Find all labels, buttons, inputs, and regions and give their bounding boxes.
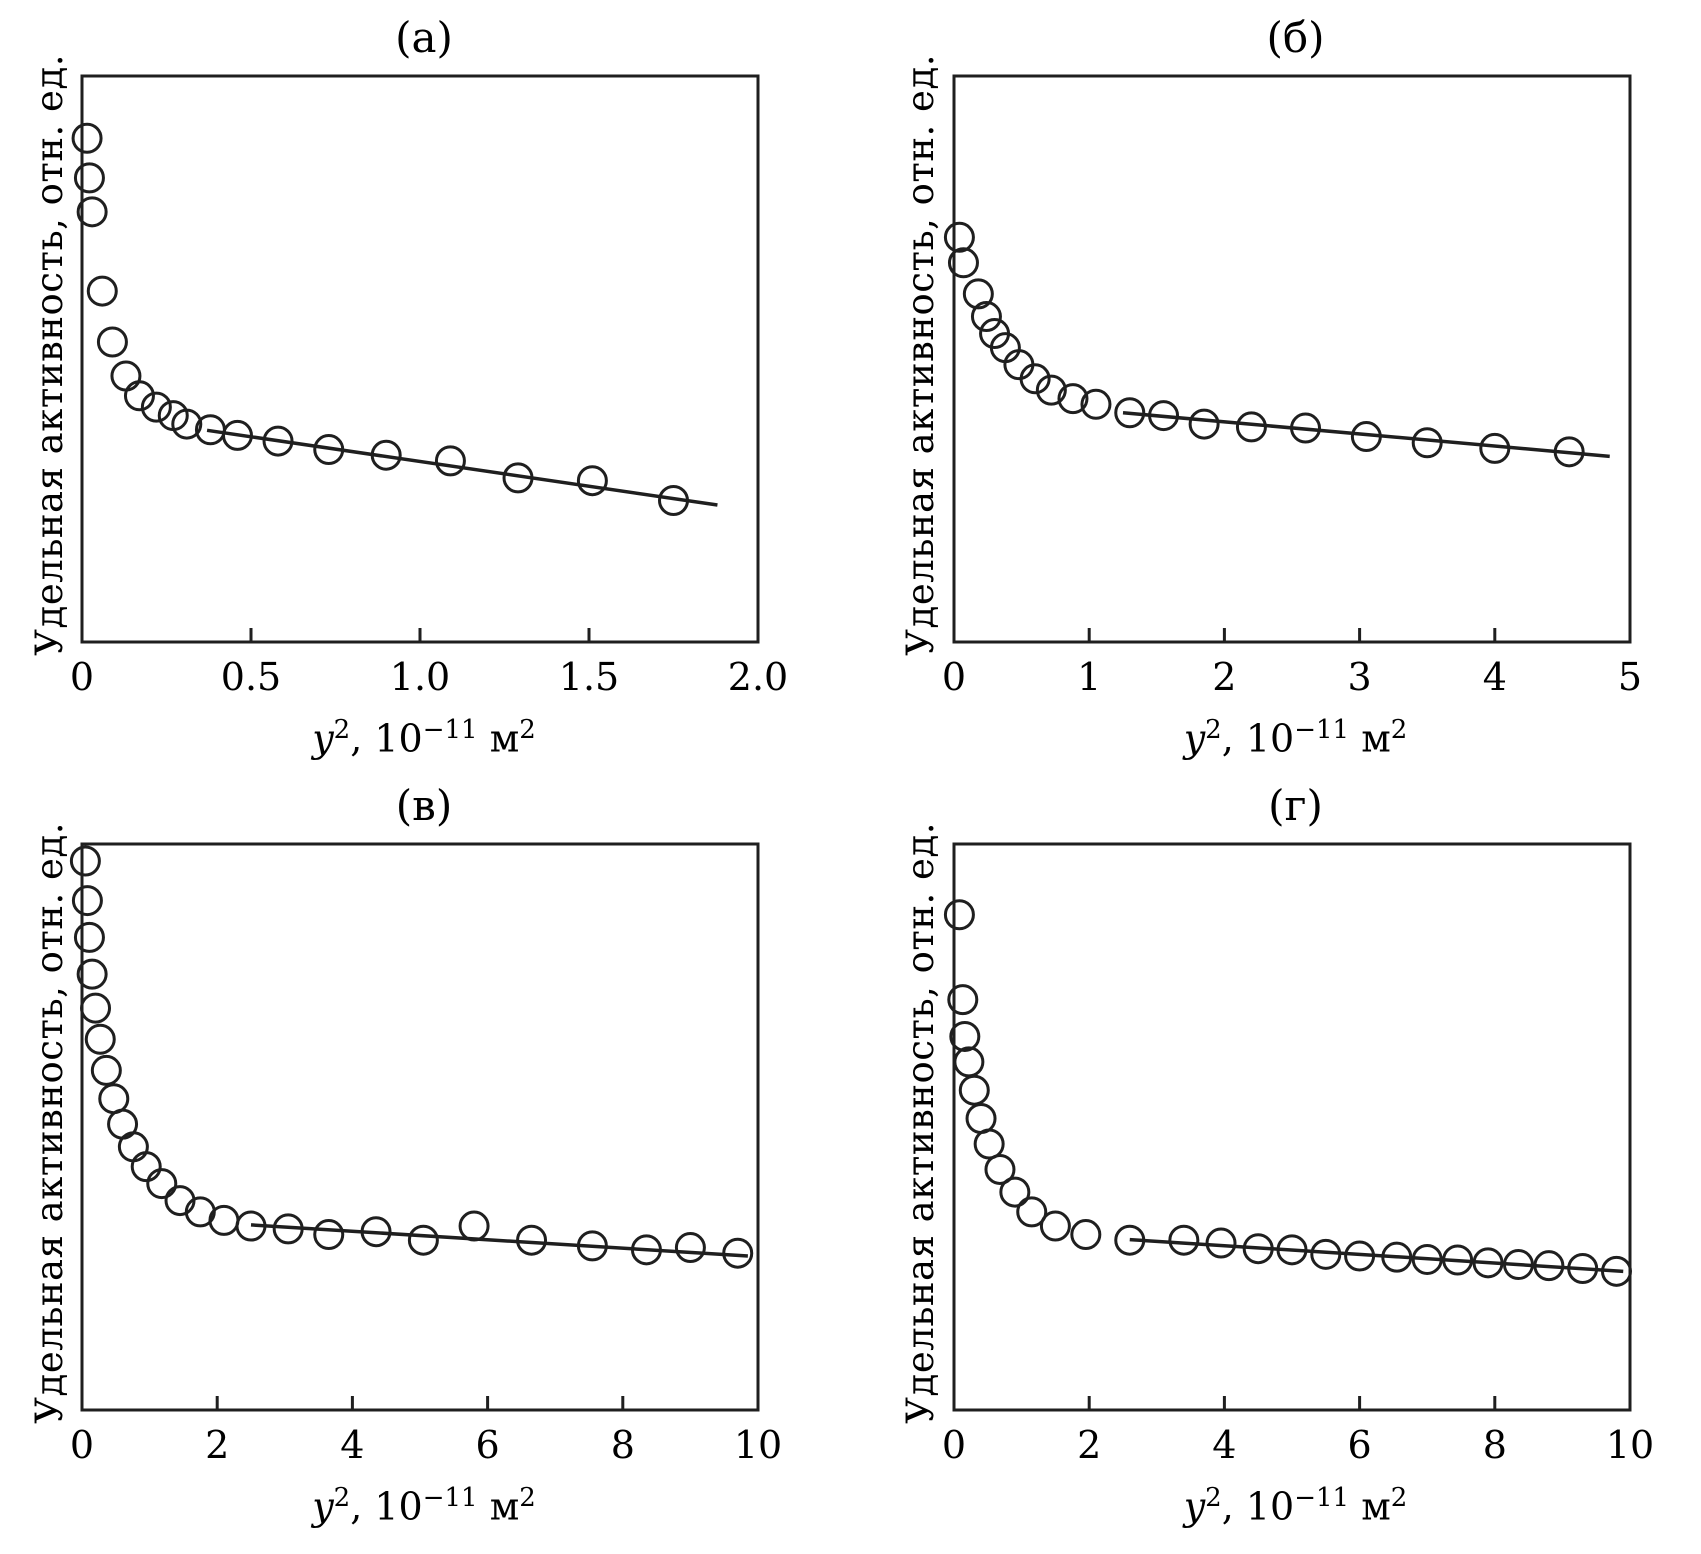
scatter-chart: 0 2 4 6 8 10: [941, 842, 1654, 1467]
plot-row: Удельная активность, отн. ед. (в) 0 2 4 6 8 1…: [24, 778, 806, 1529]
panel-title: (б): [1266, 13, 1325, 62]
svg-text:4: 4: [1212, 1423, 1236, 1467]
svg-text:8: 8: [611, 1423, 635, 1467]
svg-text:10: 10: [734, 1423, 782, 1467]
svg-text:0.5: 0.5: [221, 655, 281, 699]
x-axis-unit-exponent: 2: [1390, 1483, 1408, 1513]
y-axis-label-column: Удельная активность, отн. ед.: [24, 10, 74, 760]
svg-text:1.5: 1.5: [559, 655, 619, 699]
y-axis-label-column: Удельная активность, отн. ед.: [24, 778, 74, 1528]
svg-text:0: 0: [70, 655, 94, 699]
y-axis-label: Удельная активность, отн. ед.: [27, 54, 71, 656]
panel-title: (а): [395, 13, 453, 62]
svg-text:4: 4: [1482, 655, 1506, 699]
scatter-chart: 0 0.5 1.0 1.5 2.0: [70, 74, 788, 699]
x-axis-units-base: , 10: [1221, 716, 1295, 761]
plot-column: (в) 0 2 4 6 8 10 y2, 10−11 м2: [69, 778, 782, 1529]
svg-text:0: 0: [70, 1423, 94, 1467]
panel-g: Удельная активность, отн. ед. (г) 0 2 4 6 8 1…: [896, 778, 1678, 1529]
svg-text:8: 8: [1482, 1423, 1506, 1467]
y-axis-label: Удельная активность, отн. ед.: [27, 822, 71, 1424]
svg-text:2: 2: [1212, 655, 1236, 699]
plot-column: (а) 0 0.5 1.0 1.5 2.0 y2, 10−11 м2: [70, 10, 788, 761]
x-axis-label: y2, 10−11 м2: [312, 706, 536, 761]
y-axis-label-column: Удельная активность, отн. ед.: [896, 778, 946, 1528]
x-axis-symbol: y: [312, 1484, 334, 1529]
svg-text:5: 5: [1617, 655, 1641, 699]
x-axis-units-base: , 10: [1221, 1484, 1295, 1529]
x-axis-unit-exponent: 2: [1390, 715, 1408, 745]
x-axis-unit: м: [1349, 716, 1391, 761]
x-axis-units-base: , 10: [350, 716, 423, 761]
x-axis-unit: м: [1349, 1484, 1391, 1529]
x-axis-symbol: y: [1183, 716, 1206, 761]
x-axis-power: −11: [1294, 1483, 1350, 1513]
svg-text:2: 2: [205, 1423, 229, 1467]
svg-text:6: 6: [1347, 1423, 1371, 1467]
x-axis-unit: м: [477, 1484, 520, 1529]
svg-text:3: 3: [1347, 655, 1371, 699]
x-axis-unit: м: [477, 716, 520, 761]
svg-text:0: 0: [941, 655, 965, 699]
svg-text:10: 10: [1605, 1423, 1653, 1467]
y-axis-label: Удельная активность, отн. ед.: [899, 54, 942, 656]
svg-text:6: 6: [476, 1423, 500, 1467]
panel-v: Удельная активность, отн. ед. (в) 0 2 4 6 8 1…: [24, 778, 806, 1529]
x-axis-power: −11: [1294, 715, 1350, 745]
plot-row: Удельная активность, отн. ед. (г) 0 2 4 6 8 1…: [896, 778, 1678, 1529]
scatter-chart: 0 1 2 3 4 5: [941, 74, 1642, 699]
panel-a: Удельная активность, отн. ед. (а) 0 0.5 1.…: [24, 10, 806, 761]
panel-title: (в): [395, 781, 453, 830]
x-axis-units-base: , 10: [350, 1484, 423, 1529]
scatter-chart: 0 2 4 6 8 10: [69, 842, 782, 1467]
x-axis-unit-exponent: 2: [519, 715, 536, 745]
x-axis-symbol-exponent: 2: [333, 1483, 351, 1513]
y-axis-label-column: Удельная активность, отн. ед.: [896, 10, 946, 760]
x-axis-label: y2, 10−11 м2: [1183, 1474, 1408, 1529]
plot-column: (г) 0 2 4 6 8 10 y2, 10−11 м2: [941, 778, 1654, 1529]
panel-title: (г): [1268, 781, 1323, 830]
svg-text:0: 0: [941, 1423, 965, 1467]
x-axis-symbol: y: [312, 716, 334, 761]
x-axis-symbol: y: [1183, 1484, 1206, 1529]
x-axis-symbol-exponent: 2: [333, 715, 351, 745]
x-axis-unit-exponent: 2: [519, 1483, 536, 1513]
x-axis-label: y2, 10−11 м2: [1183, 706, 1408, 761]
x-axis-symbol-exponent: 2: [1205, 715, 1222, 745]
svg-text:4: 4: [340, 1423, 364, 1467]
y-axis-label: Удельная активность, отн. ед.: [899, 822, 942, 1424]
x-axis-power: −11: [422, 715, 478, 745]
svg-text:2: 2: [1077, 1423, 1101, 1467]
x-axis-power: −11: [422, 1483, 478, 1513]
svg-text:1: 1: [1077, 655, 1101, 699]
plot-row: Удельная активность, отн. ед. (а) 0 0.5 1.…: [24, 10, 806, 761]
svg-text:1.0: 1.0: [390, 655, 450, 699]
x-axis-label: y2, 10−11 м2: [312, 1474, 536, 1529]
x-axis-symbol-exponent: 2: [1205, 1483, 1222, 1513]
svg-text:2.0: 2.0: [728, 655, 788, 699]
